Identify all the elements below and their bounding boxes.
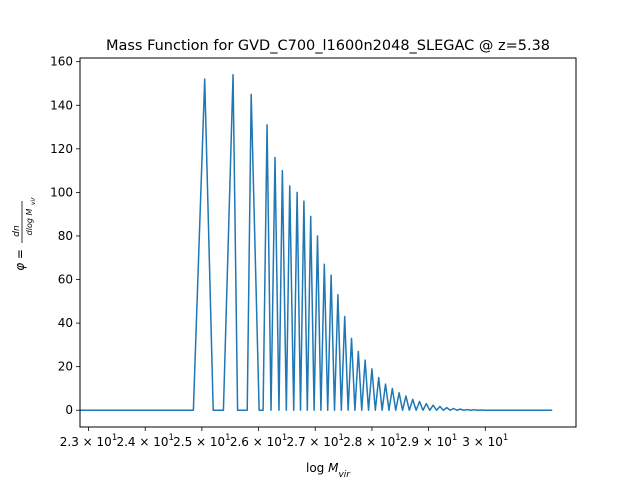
chart-title: Mass Function for GVD_C700_l1600n2048_SL… [106,38,550,54]
series-line [80,74,553,411]
y-tick-label: 40 [58,316,73,330]
x-tick-label: 2.4 × 101 [116,433,173,449]
y-tick-label: 20 [58,360,73,374]
svg-text:dn: dn [12,225,22,237]
series-line-group [80,74,553,411]
svg-text:φ =: φ = [13,249,27,271]
x-axis: 2.3 × 101 2.4 × 101 2.5 × 101 2.6 × 101 2.7 … [60,427,508,449]
y-tick-label: 160 [50,55,73,69]
x-tick-label: 2.6 × 101 [230,433,287,449]
x-axis-label: log Mvir [306,461,351,480]
y-tick-label: 140 [50,98,73,112]
x-tick-label: 3 × 101 [462,433,508,449]
y-tick-label: 60 [58,273,73,287]
plot-frame [79,57,577,428]
svg-text:vir: vir [30,197,37,205]
y-tick-label: 100 [50,185,73,199]
x-tick-label: 2.8 × 101 [343,433,400,449]
x-tick-label: 2.3 × 101 [60,433,117,449]
y-axis: 0 20 40 60 80 100 120 140 160 [50,55,80,417]
y-axis-label: φ = dn dlog M vir [12,197,37,271]
y-tick-label: 0 [65,403,73,417]
svg-text:dlog M: dlog M [25,209,34,236]
x-tick-label: 2.9 × 101 [400,433,457,449]
x-tick-label: 2.5 × 101 [173,433,230,449]
y-tick-label: 120 [50,142,73,156]
x-tick-label: 2.7 × 101 [287,433,344,449]
y-tick-label: 80 [58,229,73,243]
